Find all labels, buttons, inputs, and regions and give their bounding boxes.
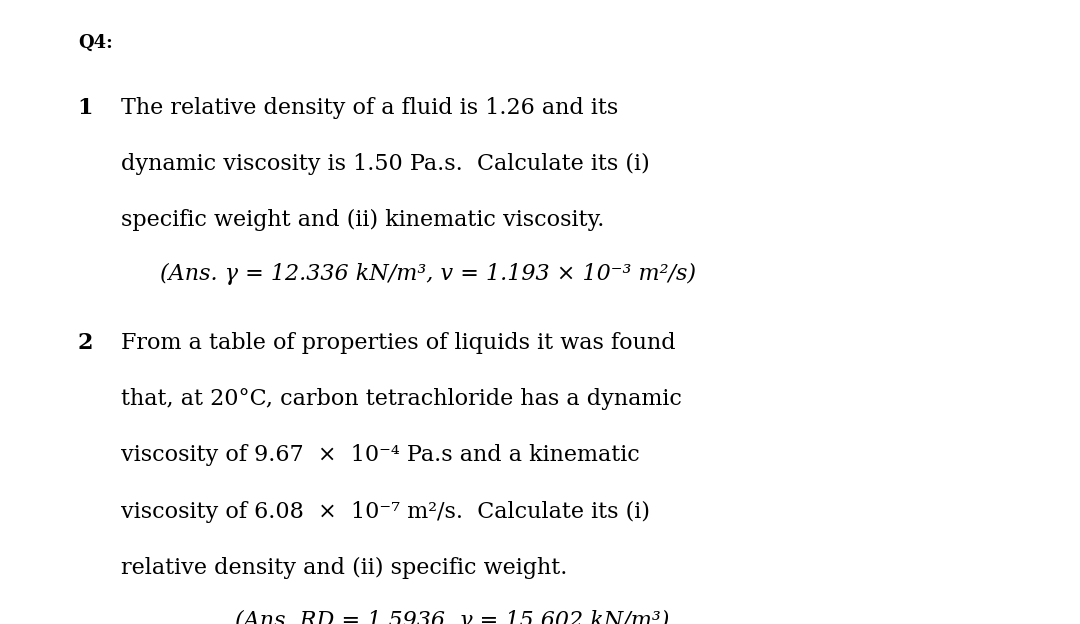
Text: (Ans. γ = 12.336 kN/m³, v = 1.193 × 10⁻³ m²/s): (Ans. γ = 12.336 kN/m³, v = 1.193 × 10⁻³… (160, 263, 696, 285)
Text: specific weight and (ii) kinematic viscosity.: specific weight and (ii) kinematic visco… (121, 209, 605, 231)
Text: viscosity of 9.67  ×  10⁻⁴ Pa.s and a kinematic: viscosity of 9.67 × 10⁻⁴ Pa.s and a kine… (121, 444, 639, 466)
Text: Q4:: Q4: (78, 34, 112, 52)
Text: relative density and (ii) specific weight.: relative density and (ii) specific weigh… (121, 557, 567, 578)
Text: 2: 2 (78, 332, 93, 354)
Text: (Ans. RD = 1.5936, γ = 15.602 kN/m³): (Ans. RD = 1.5936, γ = 15.602 kN/m³) (235, 610, 670, 624)
Text: 1: 1 (78, 97, 93, 119)
Text: From a table of properties of liquids it was found: From a table of properties of liquids it… (121, 332, 676, 354)
Text: The relative density of a fluid is 1.26 and its: The relative density of a fluid is 1.26 … (121, 97, 618, 119)
Text: viscosity of 6.08  ×  10⁻⁷ m²/s.  Calculate its (i): viscosity of 6.08 × 10⁻⁷ m²/s. Calculate… (121, 500, 650, 522)
Text: dynamic viscosity is 1.50 Pa.s.  Calculate its (i): dynamic viscosity is 1.50 Pa.s. Calculat… (121, 153, 650, 175)
Text: that, at 20°C, carbon tetrachloride has a dynamic: that, at 20°C, carbon tetrachloride has … (121, 388, 681, 410)
